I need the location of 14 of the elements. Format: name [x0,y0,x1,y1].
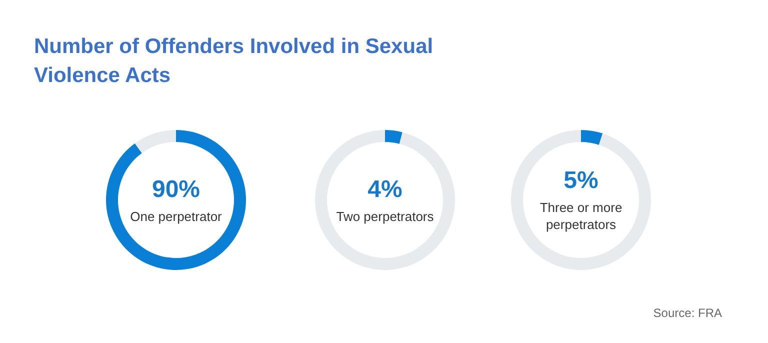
data-label: 5% [564,167,598,195]
data-label: 90% [152,176,200,204]
slice-label: Two perpetrators [336,208,434,224]
slice-label: Three or more perpetrators [538,199,624,233]
donut-slice [581,130,603,145]
donut-slice [385,130,402,144]
donut-slice [134,130,176,154]
data-label: 4% [368,176,402,204]
chart-title: Number of Offenders Involved in Sexual Violence Acts [34,34,434,89]
donut-slice [315,130,455,270]
slice-label: One perpetrator [130,208,222,224]
donut-slice [106,130,246,270]
source-note: Source: FRA [653,306,722,320]
donut-slice [511,130,651,270]
